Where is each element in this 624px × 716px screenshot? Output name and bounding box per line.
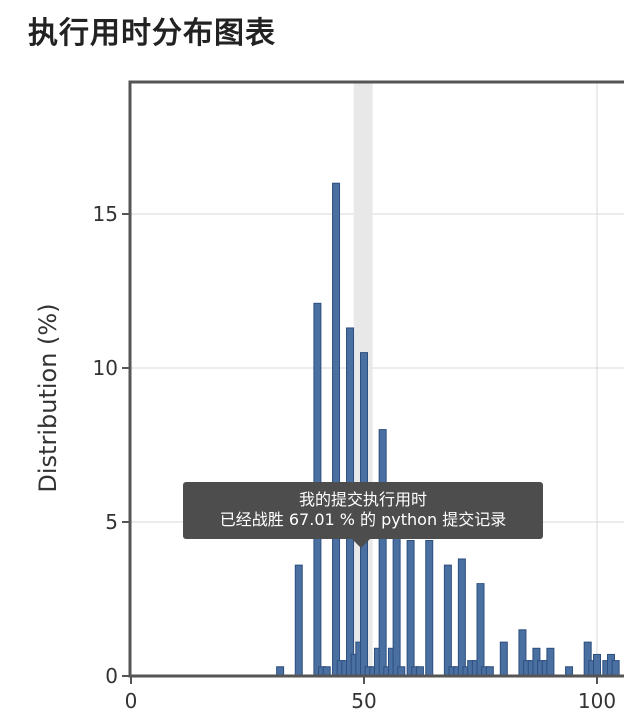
tooltip-line-2: 已经战胜 67.01 % 的 python 提交记录 [219, 510, 507, 529]
bar[interactable] [425, 539, 434, 677]
page-title: 执行用时分布图表 [28, 16, 276, 51]
bar[interactable] [457, 558, 466, 677]
bar[interactable] [611, 660, 620, 677]
bar[interactable] [392, 515, 401, 677]
bar[interactable] [294, 564, 303, 677]
tooltip-line-1: 我的提交执行用时 [298, 490, 427, 509]
y-tick-label: 15 [93, 202, 118, 226]
x-tick-label: 0 [125, 689, 138, 713]
y-tick-label: 5 [105, 510, 118, 534]
chart-bars [276, 182, 620, 677]
tooltip-arrow [352, 539, 370, 548]
y-axis-label: Distribution (%) [34, 303, 62, 493]
chart-gridlines [130, 82, 624, 676]
bar[interactable] [332, 182, 341, 677]
y-tick-label: 10 [93, 356, 118, 380]
bar[interactable] [499, 641, 508, 677]
x-tick-label: 50 [351, 689, 376, 713]
bar[interactable] [378, 429, 387, 677]
x-tick-label: 100 [578, 689, 616, 713]
bar[interactable] [546, 647, 555, 677]
tooltip: 我的提交执行用时 已经战胜 67.01 % 的 python 提交记录 [183, 482, 543, 539]
bar[interactable] [593, 653, 601, 677]
x-tick-labels: 0 50 100 [125, 676, 616, 713]
bar[interactable] [476, 583, 485, 677]
y-tick-labels: 0 5 10 15 [93, 202, 130, 688]
bar[interactable] [406, 539, 415, 677]
plot-axes-frame [128, 80, 624, 678]
y-tick-label: 0 [105, 664, 118, 688]
bar[interactable] [443, 564, 452, 677]
